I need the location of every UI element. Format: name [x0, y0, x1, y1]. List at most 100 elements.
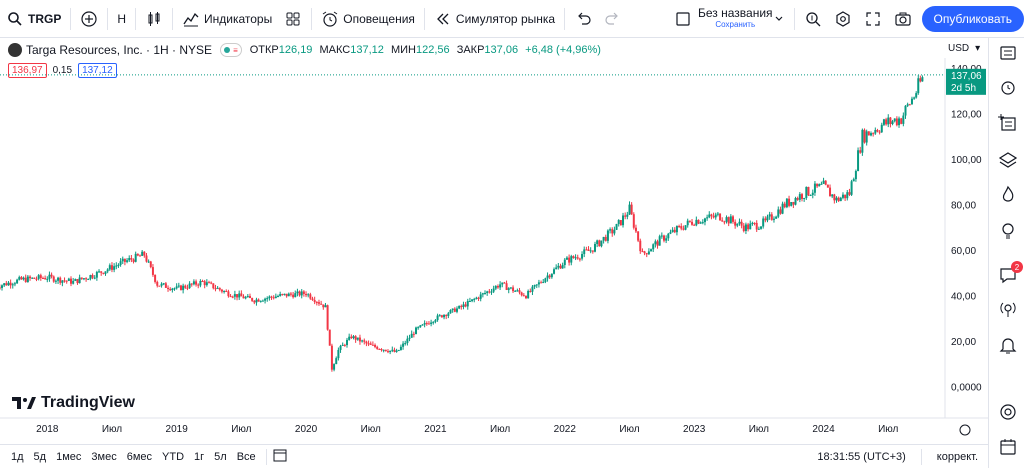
symbol-title[interactable]: Targa Resources, Inc. · 1H · NYSE — [26, 43, 213, 57]
alerts-panel-button[interactable] — [997, 78, 1019, 100]
quick-search-button[interactable] — [798, 5, 828, 33]
candle-body — [850, 181, 853, 195]
candle-body — [108, 265, 111, 270]
last-price-label: 137,06 2d 5h — [946, 68, 986, 95]
lightbulb-icon — [998, 221, 1018, 246]
divider — [564, 7, 566, 30]
tradingview-logo[interactable]: TradingView — [12, 394, 135, 412]
candle-body — [578, 258, 581, 260]
candle-body — [145, 255, 148, 262]
candle-body — [654, 241, 657, 245]
candle-body — [637, 231, 640, 241]
clock-timezone[interactable]: 18:31:55 (UTC+3) — [817, 450, 906, 463]
candle-body — [837, 197, 840, 202]
replay-label: Симулятор рынка — [455, 11, 556, 26]
candle-body — [852, 179, 855, 182]
range-button[interactable]: 5л — [214, 450, 227, 463]
snapshot-button[interactable] — [888, 5, 918, 33]
indicators-button[interactable]: Индикаторы — [176, 5, 278, 33]
candle-body — [919, 78, 922, 82]
candle-body — [358, 337, 361, 342]
ohlc-values: ОТКР126,19 МАКС137,12 МИН122,56 ЗАКР137,… — [250, 44, 605, 56]
candle-body — [438, 315, 441, 317]
candle-body — [736, 223, 739, 226]
range-button[interactable]: 1г — [194, 450, 205, 463]
chart-type-button[interactable] — [139, 5, 169, 33]
candle-body — [182, 285, 185, 291]
range-button[interactable]: 3мес — [91, 450, 117, 463]
candle-body — [268, 296, 271, 299]
time-axis[interactable]: 2018 Июл 2019 Июл 2020 Июл 2021 Июл 2022 Июл 2023 И… — [36, 424, 898, 435]
calendar-button[interactable] — [997, 438, 1019, 460]
ideas-button[interactable] — [997, 222, 1019, 244]
fullscreen-button[interactable] — [858, 5, 888, 33]
candle-body — [330, 345, 333, 370]
candle-body — [346, 339, 349, 346]
alerts-button[interactable]: Оповещения — [315, 5, 421, 33]
interval-button[interactable]: H — [111, 5, 132, 33]
price-chart[interactable]: 140,00120,00100,0080,0060,0040,0020,000,… — [0, 58, 988, 440]
layers-button[interactable] — [997, 151, 1019, 173]
candle-body — [542, 281, 545, 283]
top-toolbar: TRGP H Индикаторы Оповещения — [0, 0, 1024, 38]
range-button[interactable]: Все — [236, 450, 256, 463]
axis-settings-button[interactable] — [959, 424, 971, 436]
candle-body — [348, 336, 351, 340]
candle-body — [186, 287, 189, 289]
candle-body — [119, 261, 122, 265]
streams-button[interactable] — [997, 300, 1019, 322]
watchlist-button[interactable] — [997, 44, 1019, 66]
market-status[interactable]: ≡ — [220, 43, 242, 57]
buy-price-button[interactable]: 137,12 — [78, 63, 117, 78]
replay-button[interactable]: Симулятор рынка — [428, 5, 561, 33]
candle-body — [70, 278, 73, 284]
candle-body — [747, 224, 750, 230]
candle-body — [680, 226, 683, 229]
candle-body — [662, 235, 665, 241]
range-button[interactable]: 1д — [11, 450, 24, 463]
candle-body — [0, 287, 1, 289]
target-button[interactable] — [997, 403, 1019, 425]
rewind-icon — [434, 10, 452, 28]
indicators-label: Индикаторы — [204, 11, 273, 26]
candle-body — [593, 244, 596, 252]
candle-body — [557, 265, 560, 268]
candle-body — [574, 257, 577, 259]
candle-body — [572, 256, 575, 258]
range-button[interactable]: 6мес — [126, 450, 153, 463]
candle-body — [770, 214, 773, 220]
notifications-button[interactable] — [997, 336, 1019, 358]
publish-button[interactable]: Опубликовать — [921, 5, 1024, 32]
candle-body — [412, 333, 415, 335]
candle-body — [356, 337, 359, 340]
bottom-toolbar: 1д 5д 1мес 3мес 6мес YTD 1г 5л Все 18:31:55 (UTC… — [0, 444, 988, 468]
symbol-search[interactable]: TRGP — [0, 5, 67, 33]
data-window-button[interactable] — [997, 113, 1019, 136]
candle-body — [917, 78, 920, 94]
range-button[interactable]: YTD — [162, 450, 185, 463]
range-button[interactable]: 1мес — [56, 450, 82, 463]
currency-selector[interactable]: USD ▾ — [948, 43, 980, 54]
candle-body — [54, 280, 57, 282]
candle-body — [512, 287, 515, 292]
settings-button[interactable] — [828, 5, 858, 33]
candle-body — [665, 238, 668, 241]
candle-body — [238, 293, 241, 298]
candle-body — [921, 77, 924, 82]
sell-price-button[interactable]: 136,97 — [8, 63, 47, 78]
date-range-button[interactable] — [272, 447, 288, 466]
candle-body — [807, 186, 810, 196]
chats-button[interactable]: 2 — [997, 261, 1023, 288]
adjust-button[interactable]: коррект. — [936, 450, 978, 463]
layout-name-button[interactable]: Без названия Сохранить — [668, 5, 791, 33]
candle-body — [162, 283, 165, 285]
compare-button[interactable] — [74, 5, 104, 33]
undo-button[interactable] — [568, 5, 598, 33]
candle-body — [171, 288, 174, 291]
price-axis[interactable]: 140,00120,00100,0080,0060,0040,0020,000,… — [951, 64, 982, 394]
range-button[interactable]: 5д — [33, 450, 47, 463]
layouts-button[interactable] — [278, 5, 308, 33]
hotlists-button[interactable] — [997, 185, 1019, 208]
time-tick-label: Июл — [361, 424, 381, 435]
redo-button[interactable] — [598, 5, 628, 33]
